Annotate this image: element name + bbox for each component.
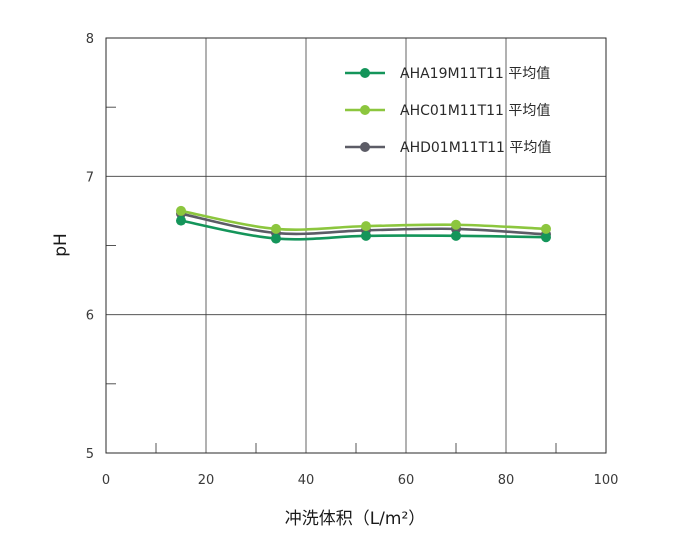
legend-marker: [360, 105, 370, 115]
series-0: [176, 215, 551, 244]
x-tick-label: 40: [298, 473, 315, 488]
data-point: [541, 223, 551, 234]
data-point: [451, 219, 461, 230]
x-tick-label: 80: [498, 473, 515, 488]
x-tick-label: 60: [398, 473, 415, 488]
data-point: [176, 215, 186, 226]
legend-label: AHC01M11T11 平均值: [400, 103, 550, 119]
legend-item: AHD01M11T11 平均值: [345, 140, 551, 156]
legend-label: AHA19M11T11 平均值: [400, 66, 550, 82]
data-point: [451, 230, 461, 241]
x-tick-label: 100: [594, 473, 619, 488]
plot-border: [105, 37, 607, 454]
y-tick-label: 8: [86, 32, 94, 47]
legend-marker: [360, 142, 370, 152]
legend-marker: [360, 68, 370, 78]
legend: AHA19M11T11 平均值 AHC01M11T11 平均值 AHD01M11T1…: [345, 66, 551, 156]
x-axis-title: 冲洗体积（L/m²）: [285, 509, 426, 529]
legend-item: AHC01M11T11 平均值: [345, 103, 550, 119]
data-point: [271, 233, 281, 244]
data-point: [361, 230, 371, 241]
x-tick-label: 0: [102, 473, 110, 488]
y-tick-label: 7: [86, 170, 94, 185]
series-1: [176, 205, 551, 234]
y-tick-label: 5: [86, 447, 94, 462]
data-point: [271, 223, 281, 234]
data-point: [361, 221, 371, 232]
axis-ticks: 0 20 40 60 80 100 5 6 7 8: [86, 32, 619, 488]
y-axis-title: pH: [51, 233, 71, 257]
data-point: [541, 232, 551, 243]
grid: [106, 38, 606, 453]
data-point: [176, 205, 186, 216]
legend-item: AHA19M11T11 平均值: [345, 66, 550, 82]
x-tick-label: 20: [198, 473, 215, 488]
plot-frame: [105, 37, 607, 454]
y-tick-label: 6: [86, 309, 94, 324]
series-layer: [176, 205, 551, 244]
legend-label: AHD01M11T11 平均值: [400, 140, 551, 156]
